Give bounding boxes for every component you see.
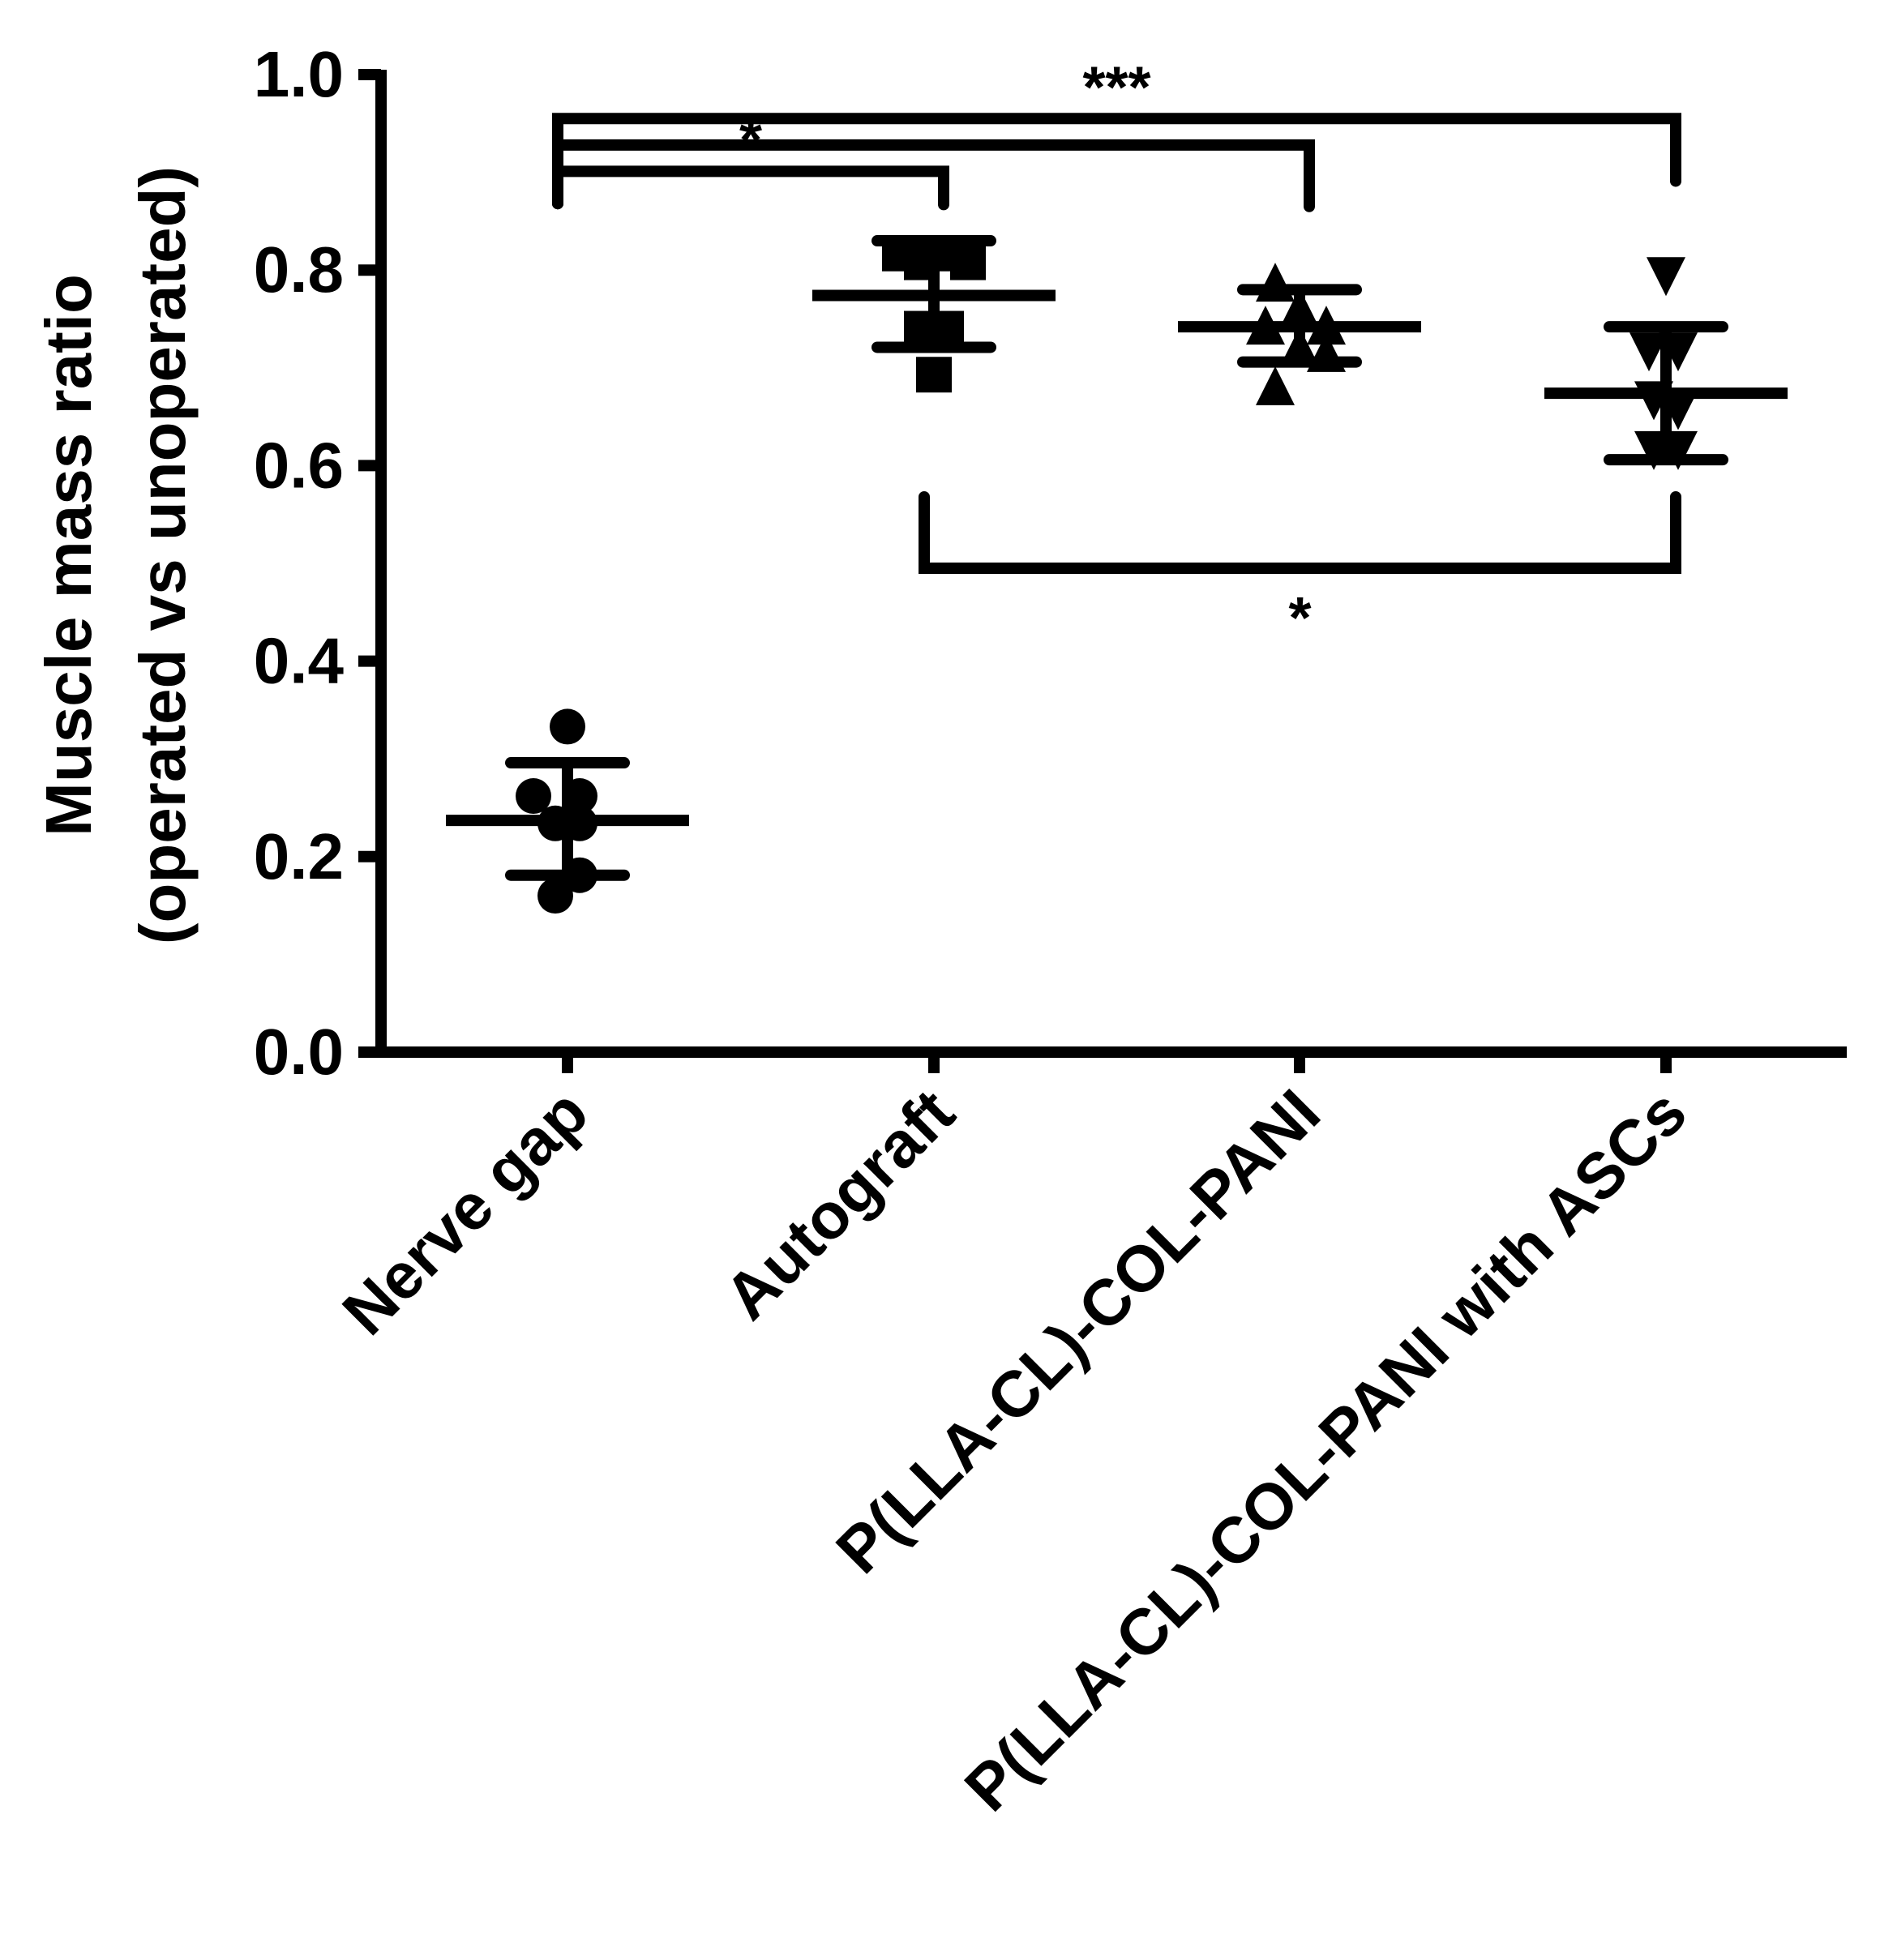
- group-0: [446, 708, 689, 914]
- significance-bracket: [552, 113, 1681, 210]
- data-point-square: [916, 357, 952, 393]
- group-2: [1178, 263, 1421, 405]
- significance-bracket: [919, 490, 1681, 575]
- group-3: [1544, 257, 1788, 470]
- x-tick-label: Nerve gap: [329, 1076, 602, 1348]
- data-point-triangle-down: [1629, 332, 1668, 372]
- y-tick-label: 0.0: [254, 1016, 344, 1088]
- significance-label: ***: [1082, 55, 1150, 120]
- data-point-square: [950, 244, 986, 280]
- y-tick-label: 0.6: [254, 429, 344, 501]
- data-point-circle: [516, 778, 551, 815]
- significance-brackets: *****: [552, 55, 1681, 651]
- significance-label: *: [1288, 586, 1311, 651]
- y-tick-label: 1.0: [254, 38, 344, 110]
- group-1: [812, 235, 1056, 393]
- data-point-triangle-up: [1256, 366, 1295, 405]
- y-tick-label: 0.4: [254, 625, 345, 697]
- data-point-circle: [537, 878, 573, 914]
- significance-label: *: [739, 108, 762, 173]
- y-tick-label: 0.2: [254, 820, 344, 892]
- y-axis-title-line1: Muscle mass ratio: [32, 274, 105, 837]
- y-ticks: 0.0 0.2 0.4 0.6 0.8 1.0: [254, 38, 381, 1088]
- x-tick-label: P(LLA-CL)-COL-PANI with ASCs: [951, 1076, 1700, 1825]
- y-tick-label: 0.8: [254, 233, 344, 306]
- y-axis-title: Muscle mass ratio (operated vs unoperate…: [32, 166, 199, 944]
- data-point-triangle-down: [1647, 257, 1685, 297]
- x-tick-label: Autograft: [711, 1076, 968, 1333]
- y-axis-title-line2: (operated vs unoperated): [126, 166, 199, 944]
- data-point-circle: [550, 708, 585, 745]
- data-groups: [446, 235, 1788, 914]
- axes: [370, 70, 1847, 1058]
- significance-bracket: [552, 165, 949, 211]
- x-ticks: Nerve gap AutograftP(LLA-CL)-COL-PANIP(LL…: [329, 1052, 1700, 1825]
- data-point-triangle-up: [1256, 263, 1295, 302]
